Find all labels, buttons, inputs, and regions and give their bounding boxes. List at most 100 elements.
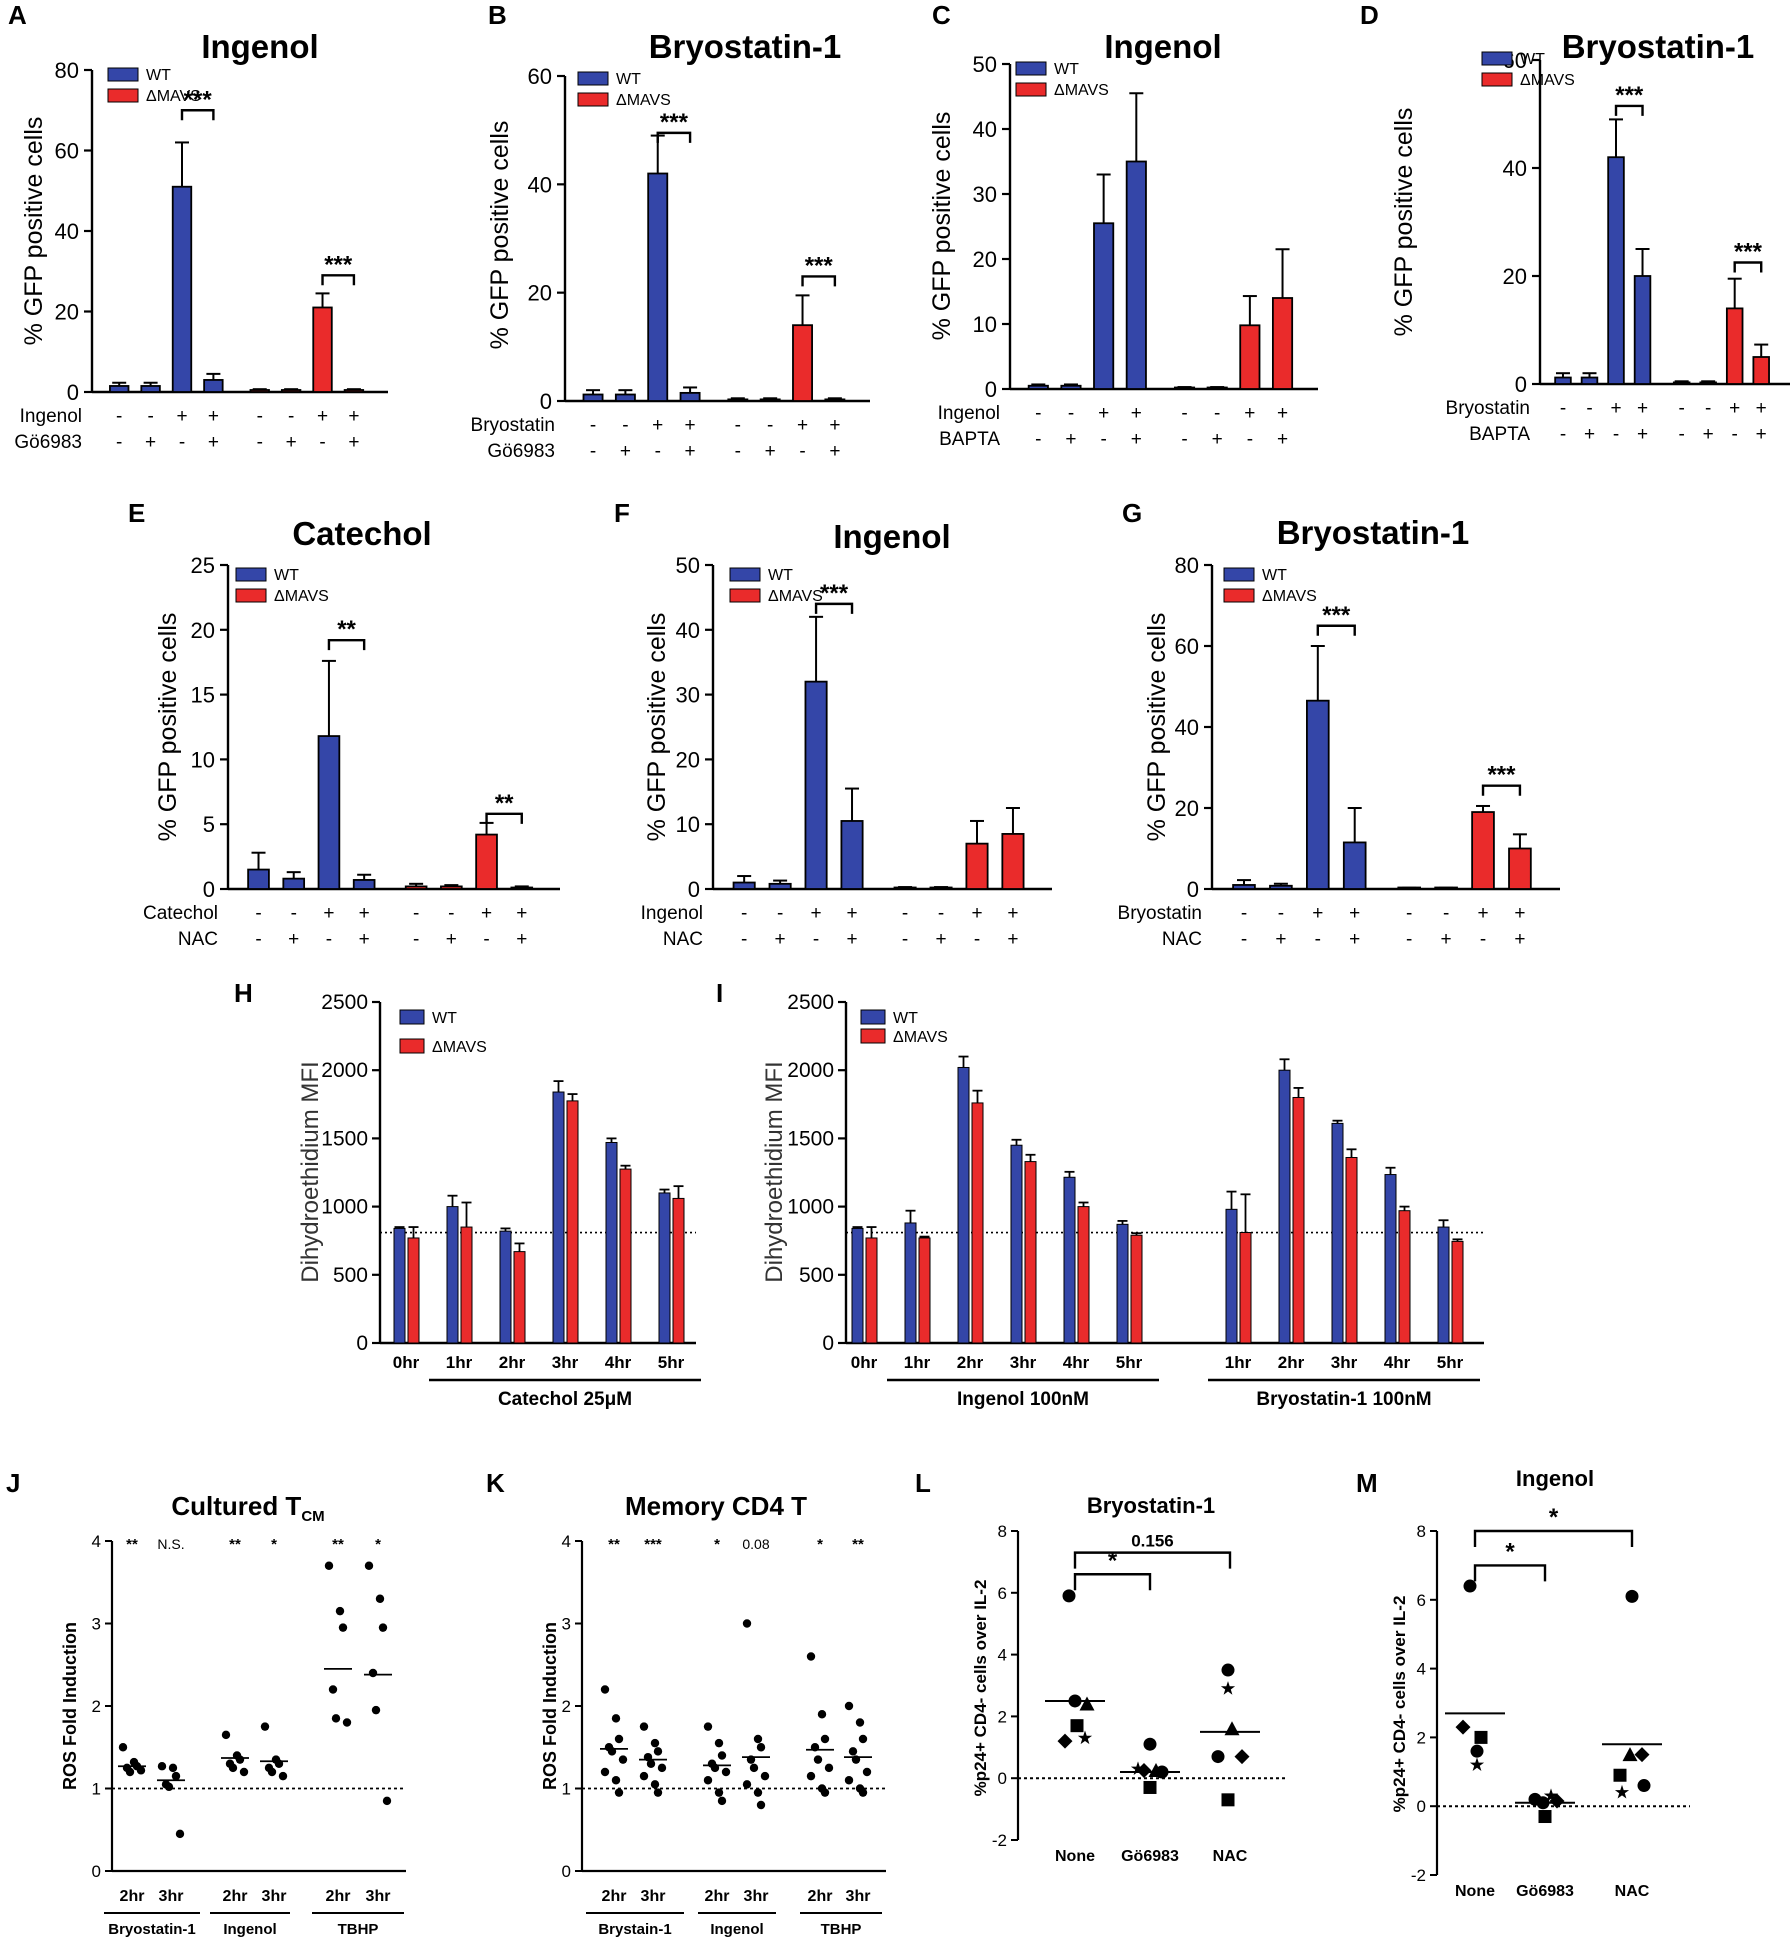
panel-k-category-label: 3hr — [846, 1888, 871, 1905]
panel-l-data-point-circle — [1221, 1663, 1235, 1677]
panel-d-treat-sign: + — [1729, 398, 1740, 419]
panel-c-ytick-label: 20 — [973, 247, 997, 272]
panel-i-bar-wt — [1116, 1223, 1129, 1344]
panel-c-legend-mavs-label: ΔMAVS — [1054, 82, 1109, 99]
panel-c-treat-sign: + — [1277, 429, 1288, 450]
panel-d-bar-mavs — [1752, 356, 1770, 385]
panel-i-bar-wt — [851, 1227, 864, 1344]
panel-c-treat-label: BAPTA — [939, 429, 1000, 450]
panel-e-sig-label: ** — [337, 616, 356, 643]
panel-e-treat-sign: - — [413, 929, 419, 950]
panel-g-treat-sign: + — [1514, 903, 1525, 924]
panel-h-ytick-label: 0 — [356, 1332, 368, 1355]
panel-c-treat-sign: - — [1100, 429, 1106, 450]
panel-h-letter: H — [234, 978, 253, 1008]
panel-j-data-point — [118, 1743, 128, 1752]
panel-j-data-point — [382, 1796, 392, 1806]
panel-b-legend-wt-swatch — [577, 71, 609, 86]
panel-k-category-label: 2hr — [808, 1888, 833, 1905]
panel-a-bar-wt — [140, 385, 161, 393]
panel-i-legend-mavs-label: ΔMAVS — [893, 1029, 948, 1046]
panel-d-bar-wt — [1554, 376, 1572, 385]
panel-l-ytick-label: 4 — [998, 1646, 1007, 1665]
panel-h-bar-wt — [552, 1091, 565, 1344]
panel-h-category-label: 3hr — [552, 1353, 579, 1372]
panel-m-letter: M — [1356, 1468, 1378, 1498]
panel-g-treat-sign: + — [1441, 929, 1452, 950]
panel-k-data-point — [844, 1776, 854, 1785]
panel-j-sig-label: ** — [332, 1536, 344, 1553]
panel-d-treat-label: Bryostatin — [1446, 398, 1530, 419]
panel-e-treat-label: NAC — [178, 929, 218, 950]
panel-i-category-label: 2hr — [957, 1353, 984, 1372]
panel-d-legend-wt-swatch — [1481, 51, 1513, 66]
panel-k-sig-label: ** — [852, 1536, 864, 1553]
panel-f-treat-sign: - — [741, 903, 747, 924]
panel-g-title: Bryostatin-1 — [1277, 514, 1470, 551]
panel-a-treat-sign: + — [348, 432, 359, 453]
panel-g-ytick-label: 40 — [1175, 715, 1199, 740]
panel-b-treat-sign: + — [685, 415, 696, 436]
panel-g-bar-mavs — [1397, 886, 1421, 890]
panel-a-treat-sign: - — [116, 406, 122, 427]
panel-d-legend-wt-label: WT — [1520, 51, 1545, 68]
panel-c-treat-sign: + — [1244, 403, 1255, 424]
panel-d-treat-sign: - — [1586, 398, 1592, 419]
panel-j-ylabel: ROS Fold Induction — [60, 1622, 80, 1790]
panel-e-sig-label: ** — [495, 790, 514, 817]
panel-k-group-label: Ingenol — [710, 1921, 763, 1938]
panel-e-bar-wt — [352, 879, 376, 890]
panel-l-data-point-star — [1130, 1761, 1146, 1775]
panel-g-ytick-label: 80 — [1175, 553, 1199, 578]
panel-c-treat-sign: + — [1098, 403, 1109, 424]
panel-j-data-point — [157, 1762, 167, 1771]
panel-k-data-point — [717, 1751, 727, 1760]
panel-k-data-point — [820, 1734, 830, 1744]
panel-c-bar-mavs — [1206, 386, 1228, 390]
panel-h-legend-mavs-swatch — [399, 1038, 425, 1054]
panel-a-treat-sign: - — [116, 432, 122, 453]
panel-h-ytick-label: 2000 — [321, 1059, 368, 1082]
panel-c-treat-sign: + — [1065, 429, 1076, 450]
panel-e-treat-label: Catechol — [143, 903, 218, 924]
panel-k-data-point — [600, 1685, 610, 1694]
panel-e-legend-wt-swatch — [235, 567, 267, 582]
panel-b-treat-sign: - — [590, 441, 596, 462]
panel-f-treat-sign: - — [902, 929, 908, 950]
panel-d-sig-label: *** — [1615, 82, 1644, 109]
panel-j-data-point — [228, 1763, 238, 1773]
panel-a-treat-sign: - — [179, 432, 185, 453]
panel-i-bar-mavs — [1130, 1234, 1143, 1344]
panel-j-category-label: 3hr — [262, 1888, 287, 1905]
panel-e-legend-wt-label: WT — [274, 567, 299, 584]
panel-e-bar-mavs — [510, 886, 534, 890]
panel-d-legend-mavs-label: ΔMAVS — [1520, 72, 1575, 89]
panel-c-treat-sign: + — [1212, 429, 1223, 450]
panel-i-category-label: 4hr — [1063, 1353, 1090, 1372]
panel-e-ytick-label: 5 — [203, 812, 215, 837]
panel-i-category-label: 2hr — [1278, 1353, 1305, 1372]
panel-j-data-point — [278, 1771, 288, 1781]
panel-g-treat-sign: - — [1241, 929, 1247, 950]
panel-l-data-point-star — [1220, 1681, 1236, 1695]
panel-l-sig-label: * — [1108, 1547, 1118, 1574]
panel-h-bar-wt — [658, 1192, 671, 1344]
panel-e-bar-wt — [247, 868, 270, 890]
panel-k-category-label: 2hr — [602, 1888, 627, 1905]
panel-k-data-point — [851, 1755, 861, 1764]
panel-e-treat-sign: + — [481, 903, 492, 924]
panel-i-bar-wt — [1225, 1208, 1238, 1344]
panel-b-letter: B — [488, 0, 507, 30]
panel-k-sig-label: ** — [608, 1536, 620, 1553]
panel-a-ytick-label: 0 — [67, 380, 79, 405]
panel-c-treat-sign: - — [1068, 403, 1074, 424]
panel-m-ylabel: %p24+ CD4- cells over IL-2 — [1390, 1596, 1409, 1813]
panel-i-bar-mavs — [865, 1237, 878, 1344]
panel-j-ytick-label: 3 — [92, 1615, 101, 1634]
panel-h-ylabel: Dihydroethidium MFI — [297, 1061, 324, 1282]
panel-k-data-point — [749, 1763, 759, 1773]
panel-a-treat-sign: - — [319, 432, 325, 453]
panel-i-bar-mavs — [1451, 1240, 1464, 1344]
panel-j-title: Cultured TCM — [171, 1491, 324, 1525]
panel-d-bar-mavs — [1699, 381, 1717, 385]
